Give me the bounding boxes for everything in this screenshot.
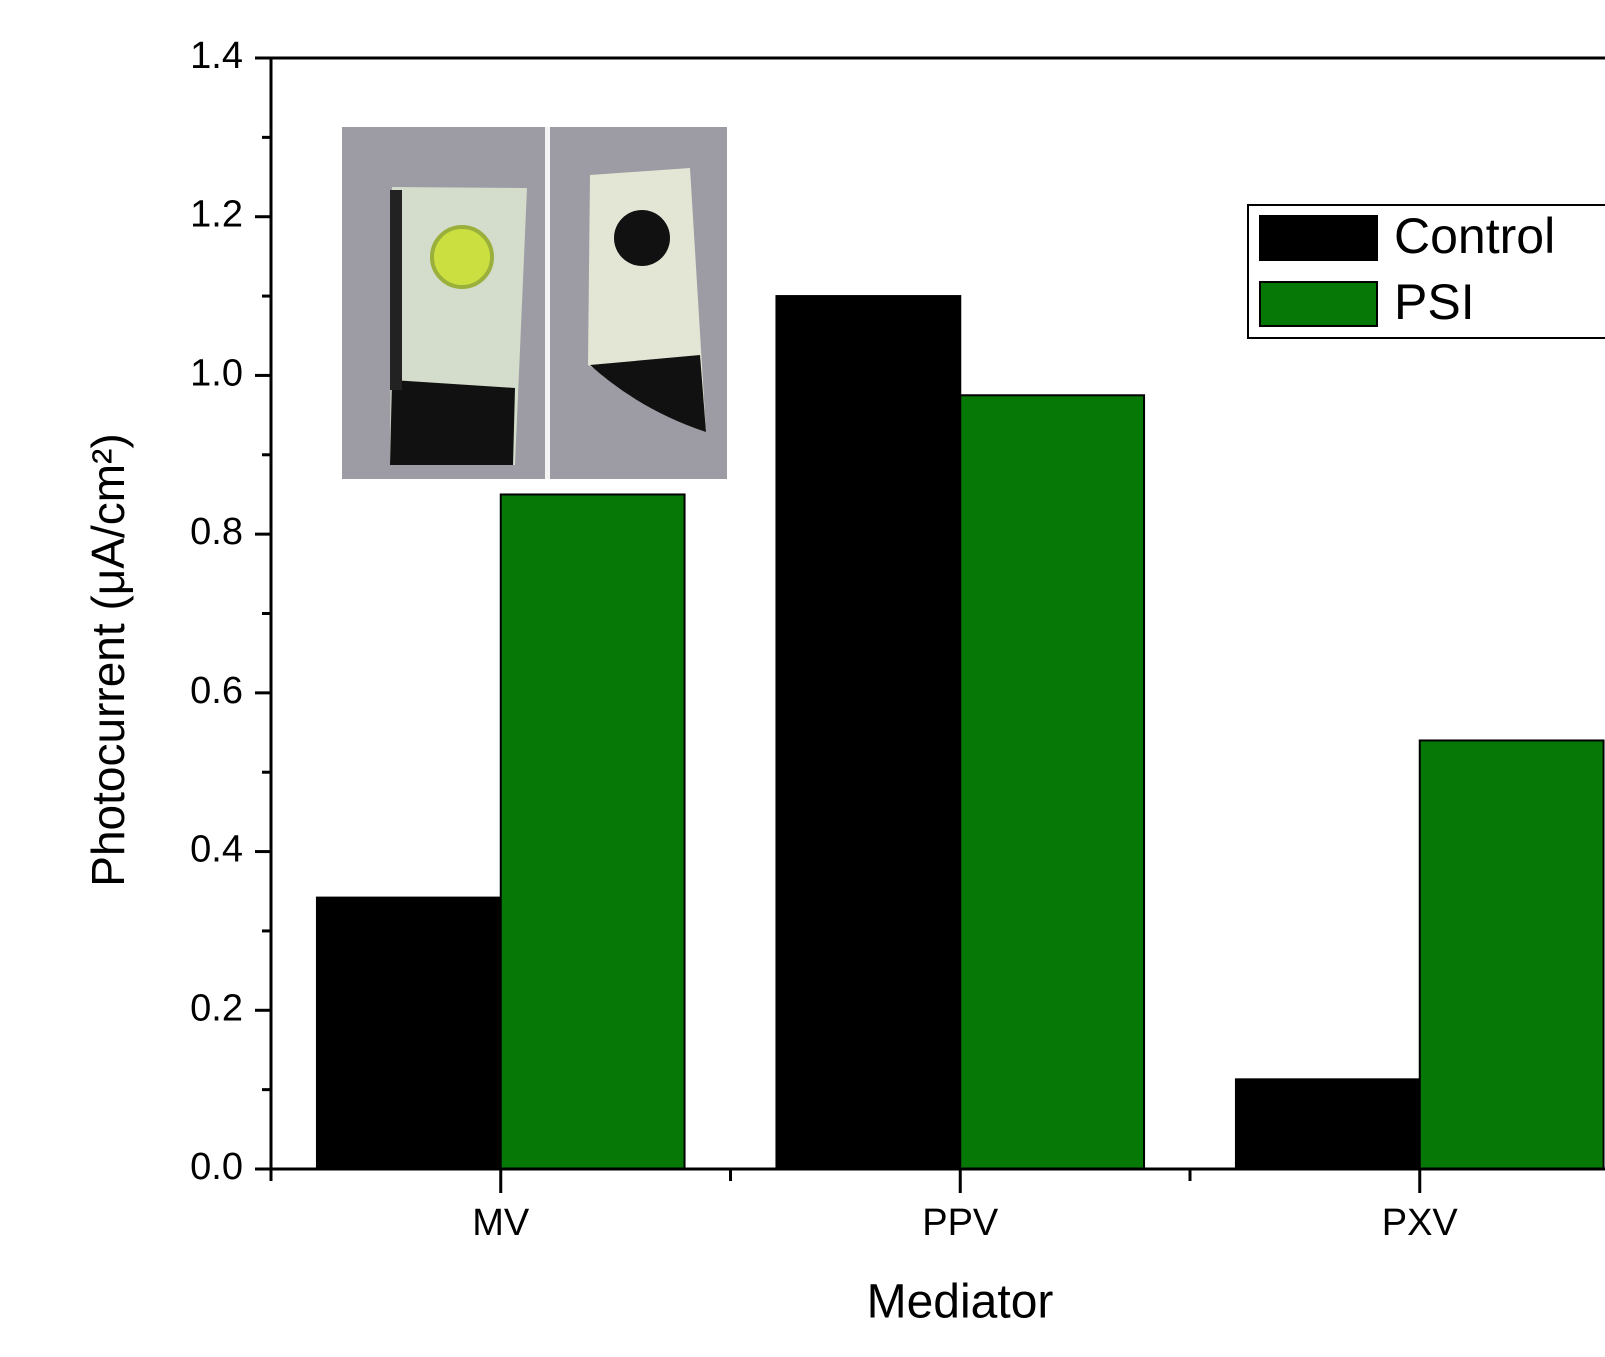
bar [1420,740,1604,1169]
bar [501,494,685,1169]
legend-swatch [1260,282,1377,326]
x-tick-label: MV [472,1202,530,1244]
y-tick-label: 1.2 [190,194,243,236]
x-tick-label: PPV [922,1202,999,1244]
legend-label: PSI [1394,274,1475,330]
y-tick-label: 1.4 [190,35,243,77]
bar [317,898,501,1169]
y-tick-label: 0.2 [190,987,243,1029]
legend-label: Control [1394,208,1555,264]
x-axis-title: Mediator [867,1276,1054,1329]
legend-swatch [1260,216,1377,260]
bar [960,395,1144,1169]
y-tick-label: 1.0 [190,352,243,394]
y-tick-label: 0.0 [190,1146,243,1188]
y-tick-label: 0.8 [190,511,243,553]
inset-photo [342,127,727,479]
x-tick-label: PXV [1382,1202,1459,1244]
legend: Control PSI [1248,205,1605,338]
chart: Mediator Photocurrent (μA/cm²) Control PS… [0,0,1605,1357]
y-axis-title: Photocurrent (μA/cm²) [82,433,134,886]
bar [1236,1079,1420,1169]
y-tick-label: 0.4 [190,829,243,871]
y-tick-label: 0.6 [190,670,243,712]
bar [776,296,960,1169]
